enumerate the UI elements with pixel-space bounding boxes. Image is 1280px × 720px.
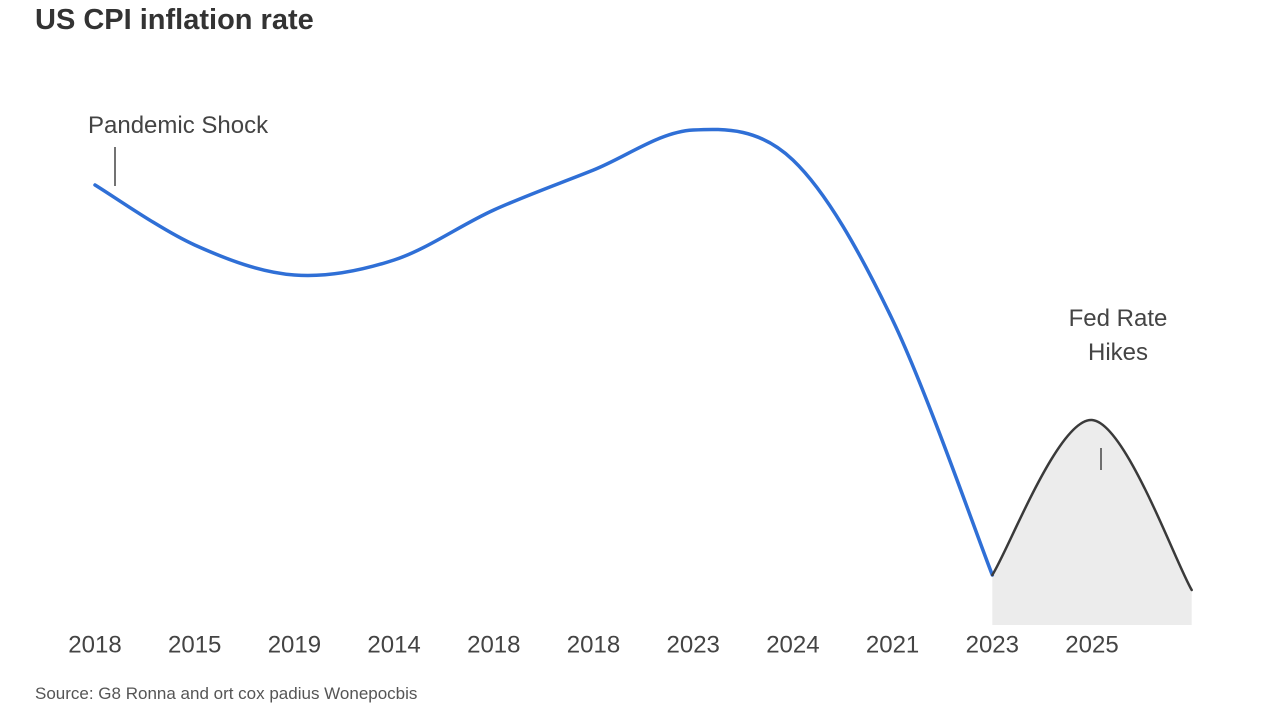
annotation: Fed Rate Hikes (1068, 305, 1168, 366)
x-tick-label: 2024 (766, 631, 819, 658)
x-tick-label: 2019 (268, 631, 321, 658)
annotation: Pandemic Shock (88, 112, 269, 139)
line (991, 418, 1193, 592)
chart-title: US CPI inflation rate (35, 4, 314, 36)
line (93, 127, 995, 577)
x-tick-label: 2025 (1065, 631, 1118, 658)
x-tick-label: 2014 (367, 631, 420, 658)
x-tick-label: 2021 (866, 631, 919, 658)
area (992, 419, 1192, 625)
x-tick-label: 2023 (966, 631, 1019, 658)
x-tick-label: 2015 (168, 631, 221, 658)
source-note: Source: G8 Ronna and ort cox padius Wone… (35, 684, 418, 703)
x-tick-label: 2023 (667, 631, 720, 658)
x-tick-label: 2018 (467, 631, 520, 658)
x-tick-label: 2018 (567, 631, 620, 658)
x-tick-label: 2018 (68, 631, 121, 658)
